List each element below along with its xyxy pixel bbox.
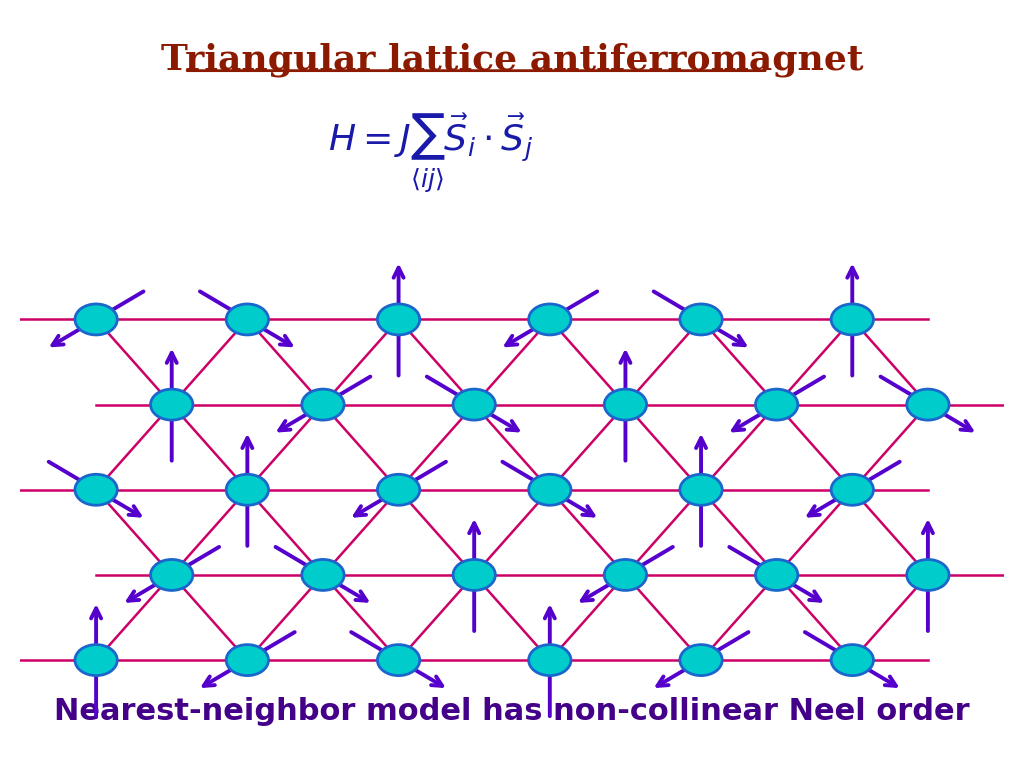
Ellipse shape bbox=[831, 304, 873, 335]
Ellipse shape bbox=[831, 475, 873, 505]
Ellipse shape bbox=[680, 644, 722, 676]
Ellipse shape bbox=[453, 389, 496, 420]
Ellipse shape bbox=[453, 559, 496, 591]
Text: $H = J \sum_{\langle ij \rangle} \vec{S}_i \cdot \vec{S}_j$: $H = J \sum_{\langle ij \rangle} \vec{S}… bbox=[328, 111, 532, 194]
Ellipse shape bbox=[378, 304, 420, 335]
Ellipse shape bbox=[756, 389, 798, 420]
Ellipse shape bbox=[378, 644, 420, 676]
Text: Triangular lattice antiferromagnet: Triangular lattice antiferromagnet bbox=[161, 42, 863, 77]
Ellipse shape bbox=[302, 559, 344, 591]
Ellipse shape bbox=[604, 389, 646, 420]
Ellipse shape bbox=[528, 644, 571, 676]
Ellipse shape bbox=[151, 389, 193, 420]
Ellipse shape bbox=[378, 475, 420, 505]
Ellipse shape bbox=[302, 389, 344, 420]
Ellipse shape bbox=[680, 304, 722, 335]
Ellipse shape bbox=[906, 559, 949, 591]
Ellipse shape bbox=[75, 475, 118, 505]
Ellipse shape bbox=[226, 475, 268, 505]
Ellipse shape bbox=[75, 644, 118, 676]
Ellipse shape bbox=[604, 559, 646, 591]
Ellipse shape bbox=[528, 475, 571, 505]
Ellipse shape bbox=[75, 304, 118, 335]
Ellipse shape bbox=[528, 304, 571, 335]
Ellipse shape bbox=[226, 304, 268, 335]
Ellipse shape bbox=[831, 644, 873, 676]
Ellipse shape bbox=[906, 389, 949, 420]
Ellipse shape bbox=[226, 644, 268, 676]
Ellipse shape bbox=[680, 475, 722, 505]
Ellipse shape bbox=[151, 559, 193, 591]
Ellipse shape bbox=[756, 559, 798, 591]
Text: Nearest-neighbor model has non-collinear Neel order: Nearest-neighbor model has non-collinear… bbox=[54, 697, 970, 726]
